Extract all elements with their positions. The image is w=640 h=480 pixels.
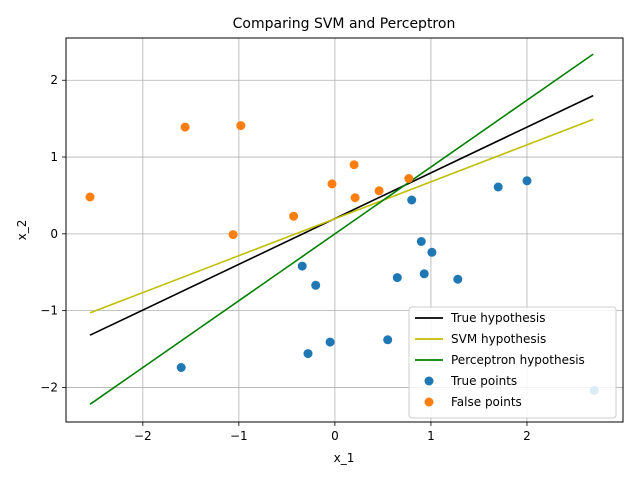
- y-axis-title: x_2: [15, 220, 29, 241]
- x-tick-label: −2: [134, 429, 152, 443]
- true-points-marker: [383, 335, 393, 345]
- x-axis-title: x_1: [334, 451, 355, 465]
- true-points-marker: [453, 274, 463, 284]
- legend-label-false-points: False points: [451, 395, 522, 409]
- false-points-marker: [404, 174, 414, 183]
- legend-swatch-false-points: [424, 397, 434, 407]
- false-points-marker: [228, 230, 238, 240]
- true-points-marker: [407, 195, 417, 205]
- axis-ticks: −2 −1 0 1 2 −2 −1 0 1 2: [40, 73, 530, 443]
- data-points: [85, 121, 599, 395]
- legend-swatch-true-points: [424, 376, 434, 386]
- svm-hypothesis-line: [89, 118, 594, 314]
- false-points-marker: [374, 186, 384, 196]
- y-tick-label: 1: [50, 150, 58, 164]
- true-points-marker: [427, 247, 437, 257]
- y-tick-label: −1: [40, 304, 58, 318]
- false-points-marker: [289, 211, 299, 221]
- plot-frame: [65, 37, 624, 423]
- false-points-marker: [236, 121, 246, 131]
- x-tick-label: −1: [230, 429, 248, 443]
- false-points-marker: [327, 179, 337, 189]
- x-tick-label: 1: [427, 429, 435, 443]
- true-points-marker: [176, 363, 186, 372]
- legend-label-perceptron-hypothesis: Perceptron hypothesis: [451, 353, 585, 367]
- legend-label-svm-hypothesis: SVM hypothesis: [451, 332, 546, 346]
- x-tick-label: 0: [331, 429, 339, 443]
- y-tick-label: 2: [50, 73, 58, 87]
- hypothesis-lines: [89, 53, 594, 405]
- true-points-marker: [493, 182, 503, 192]
- legend: True hypothesis SVM hypothesis Perceptron …: [408, 306, 617, 419]
- perceptron-hypothesis-line: [89, 53, 594, 405]
- legend-label-true-points: True points: [450, 374, 517, 388]
- true-points-marker: [303, 349, 313, 359]
- false-points-marker: [349, 160, 359, 170]
- true-points-marker: [392, 273, 402, 283]
- true-points-marker: [311, 280, 321, 290]
- y-tick-label: −2: [40, 380, 58, 394]
- false-points-marker: [350, 193, 360, 203]
- chart-title: Comparing SVM and Perceptron: [233, 16, 456, 32]
- true-points-marker: [416, 237, 426, 246]
- true-points-marker: [419, 269, 429, 279]
- true-points-marker: [325, 337, 335, 347]
- true-points-marker: [522, 176, 532, 186]
- x-tick-label: 2: [523, 429, 531, 443]
- legend-box: [408, 306, 617, 419]
- y-tick-label: 0: [50, 227, 58, 241]
- legend-label-true-hypothesis: True hypothesis: [450, 311, 546, 325]
- false-points-marker: [180, 122, 190, 132]
- true-points-marker: [297, 261, 307, 271]
- false-points-marker: [85, 192, 95, 202]
